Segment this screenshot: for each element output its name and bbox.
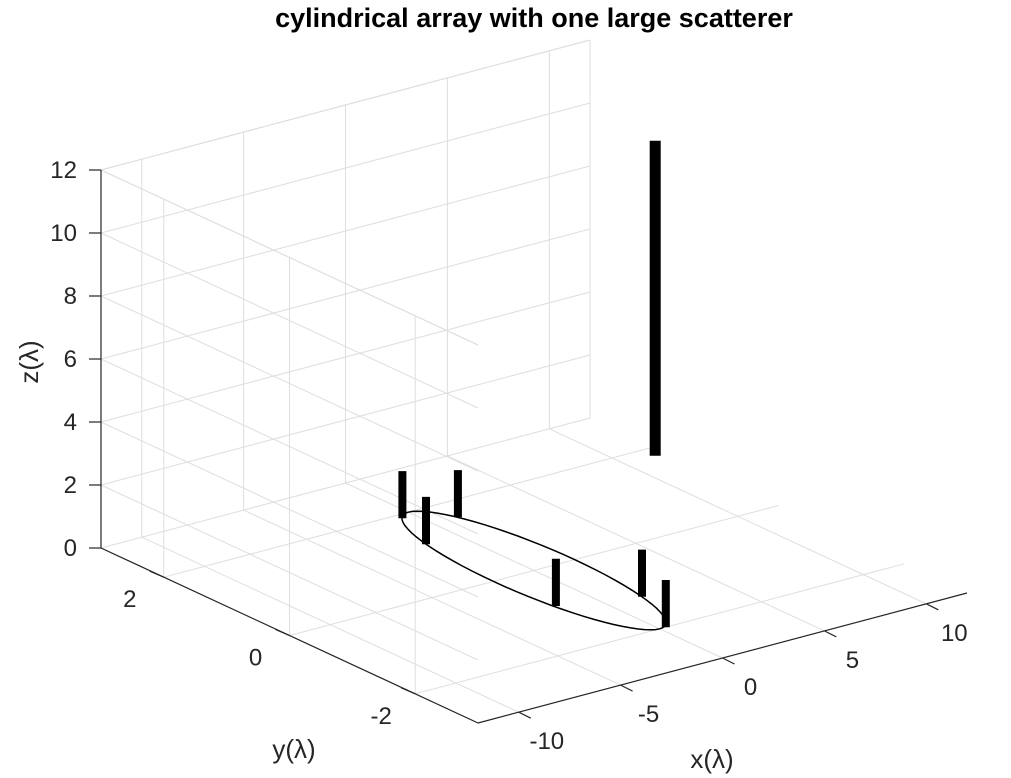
x-tick-mark	[620, 684, 633, 692]
chart-title: cylindrical array with one large scatter…	[275, 3, 793, 33]
grid-line-side-z	[100, 232, 479, 409]
x-tick-mark	[824, 630, 837, 638]
z-tick-label: 12	[50, 157, 77, 184]
x-tick-label: 10	[941, 620, 968, 647]
x-tick-label: 0	[744, 674, 757, 701]
y-tick-mark	[149, 570, 165, 578]
grid-line-back-z	[100, 291, 591, 423]
y-tick-mark	[275, 628, 290, 637]
z-tick-label: 6	[64, 346, 77, 373]
axes	[89, 169, 968, 724]
grid-line-back-z	[100, 102, 591, 234]
grid-line-side-z	[100, 421, 479, 598]
x-tick-label: -5	[638, 701, 659, 728]
z-tick-label: 2	[64, 472, 77, 499]
tick-labels: -10 -5 0 5 10 -2 0 2 0 2 4 6 8 10 12	[50, 157, 967, 755]
grid-line-side-z	[100, 295, 479, 472]
y-tick-label: -2	[371, 703, 392, 730]
grid-line-back-z	[100, 354, 591, 486]
grid-line-floor-y	[289, 505, 779, 636]
grid	[100, 39, 927, 724]
x-axis-label: x(λ)	[690, 744, 733, 774]
z-tick-label: 4	[64, 409, 77, 436]
z-tick-label: 10	[50, 220, 77, 247]
x-tick-mark	[722, 657, 735, 665]
x-tick-mark	[518, 711, 532, 719]
data-layer	[398, 140, 670, 631]
x-tick-mark	[926, 603, 939, 611]
y-tick-label: 0	[249, 645, 262, 672]
grid-line-back-z	[100, 228, 591, 360]
y-tick-mark	[400, 687, 416, 695]
x-tick-label: -10	[529, 728, 564, 755]
grid-frame-edge	[100, 169, 479, 346]
z-axis-label: z(λ)	[14, 340, 44, 383]
grid-line-back-z	[100, 165, 591, 297]
grid-line-side-z	[100, 484, 479, 661]
grid-line-side-z	[100, 358, 479, 535]
z-tick-label: 0	[64, 535, 77, 562]
z-tick-label: 8	[64, 283, 77, 310]
grid-frame-edge	[100, 39, 591, 171]
y-tick-label: 2	[123, 586, 136, 613]
x-tick-label: 5	[846, 647, 859, 674]
y-axis-label: y(λ)	[272, 734, 315, 764]
grid-line-back-z	[100, 417, 591, 549]
